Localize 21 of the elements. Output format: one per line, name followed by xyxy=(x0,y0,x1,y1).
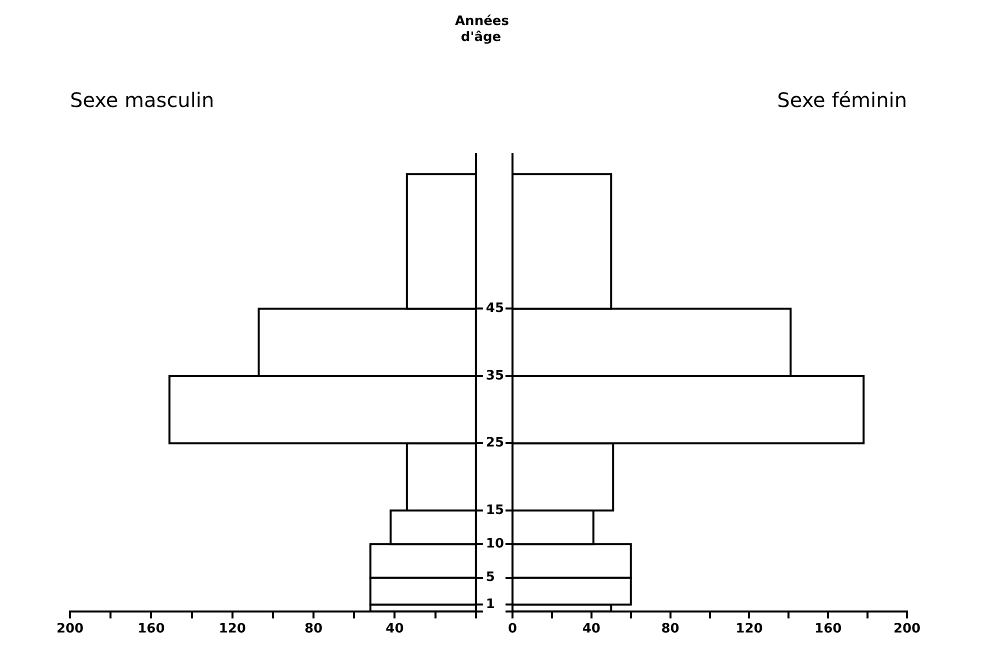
y-tick-label: 10 xyxy=(486,536,504,552)
y-tick-label: 25 xyxy=(486,436,504,451)
y-tick-label: 35 xyxy=(486,368,504,384)
y-tick-label: 5 xyxy=(486,570,495,586)
x-tick-label: 0 xyxy=(508,622,518,637)
x-tick-label: 80 xyxy=(304,622,323,637)
x-tick-label: 80 xyxy=(661,622,680,637)
x-tick-label: 120 xyxy=(736,622,763,637)
y-axis-title: Années d'âge xyxy=(455,14,509,46)
x-tick-label: 200 xyxy=(56,622,84,637)
chart-title: Sexe féminin xyxy=(777,88,907,112)
chart-title: Sexe masculin xyxy=(70,88,214,112)
y-tick-label: 15 xyxy=(486,502,504,518)
x-tick-label: 40 xyxy=(582,622,600,637)
x-tick-label: 120 xyxy=(218,622,246,637)
x-tick-label: 40 xyxy=(386,622,404,637)
x-tick-label: 160 xyxy=(814,622,842,637)
x-tick-label: 160 xyxy=(138,622,165,637)
x-tick-label: 200 xyxy=(893,622,921,637)
y-tick-label: 45 xyxy=(486,301,504,316)
y-tick-label: 1 xyxy=(486,597,495,612)
